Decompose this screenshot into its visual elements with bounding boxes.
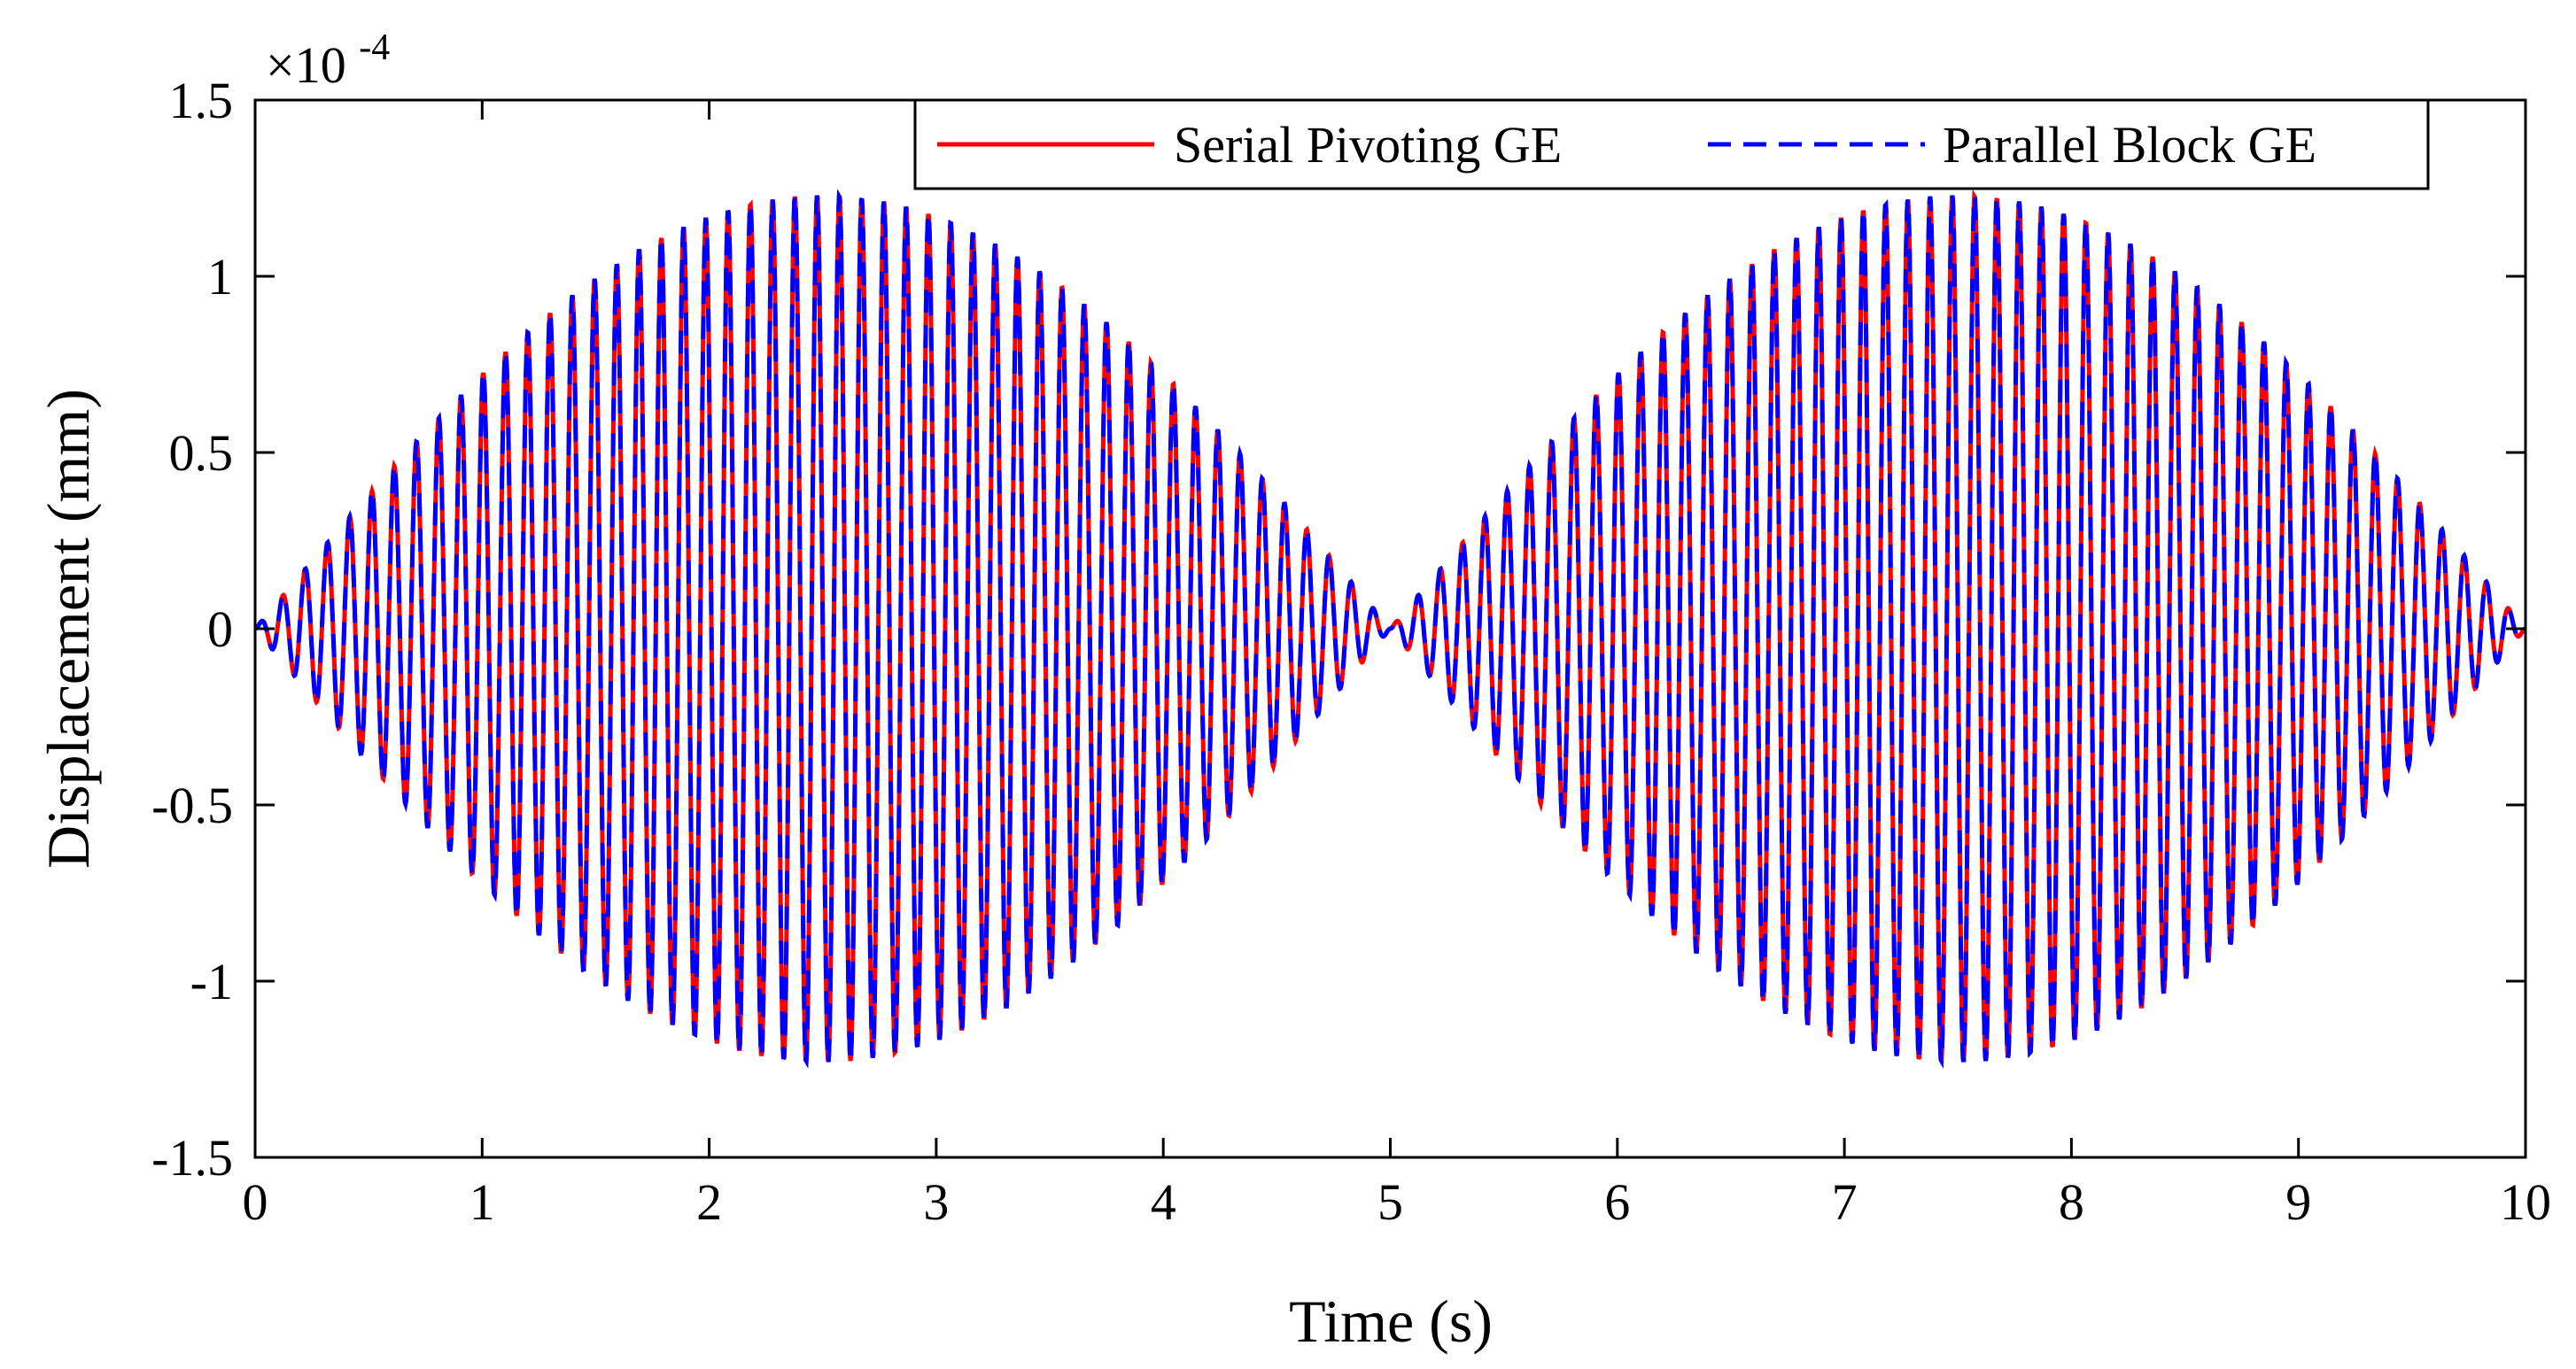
y-tick-label: -1.5 <box>151 1129 233 1187</box>
y-axis-exponent: ×10 -4 <box>266 27 390 94</box>
x-tick-label: 2 <box>696 1173 722 1231</box>
x-tick-label: 7 <box>1832 1173 1858 1231</box>
y-tick-label: 0.5 <box>169 424 234 482</box>
x-axis-label: Time (s) <box>1289 1288 1493 1355</box>
x-tick-label: 9 <box>2285 1173 2311 1231</box>
y-axis-exponent-base: ×10 <box>266 36 346 94</box>
x-tick-label: 10 <box>2500 1173 2551 1231</box>
x-tick-label: 3 <box>923 1173 949 1231</box>
series-line-parallel-block-ge <box>255 189 2526 1069</box>
x-tick-label: 1 <box>469 1173 495 1231</box>
legend-box <box>913 98 2430 190</box>
x-tick-label: 4 <box>1151 1173 1176 1231</box>
y-axis-exponent-power: -4 <box>359 27 390 68</box>
x-tick-label: 5 <box>1377 1173 1403 1231</box>
x-tick-label: 0 <box>243 1173 268 1231</box>
x-tick-label: 8 <box>2059 1173 2084 1231</box>
y-axis-label: Displacement (mm) <box>35 389 102 869</box>
x-tick-label: 6 <box>1604 1173 1630 1231</box>
legend: Serial Pivoting GE Parallel Block GE <box>913 98 2430 190</box>
y-tick-label: 0 <box>207 600 233 658</box>
y-axis-ticks: 1.5 1 0.5 0 -0.5 -1 -1.5 <box>151 72 2526 1187</box>
legend-label-parallel-block-ge: Parallel Block GE <box>1943 116 2316 174</box>
y-tick-label: -1 <box>190 953 233 1010</box>
series-layer <box>255 189 2526 1069</box>
y-tick-label: 1 <box>207 248 233 306</box>
legend-label-serial-pivoting-ge: Serial Pivoting GE <box>1174 116 1562 174</box>
y-tick-label: -0.5 <box>151 777 233 834</box>
y-tick-label: 1.5 <box>169 72 234 129</box>
